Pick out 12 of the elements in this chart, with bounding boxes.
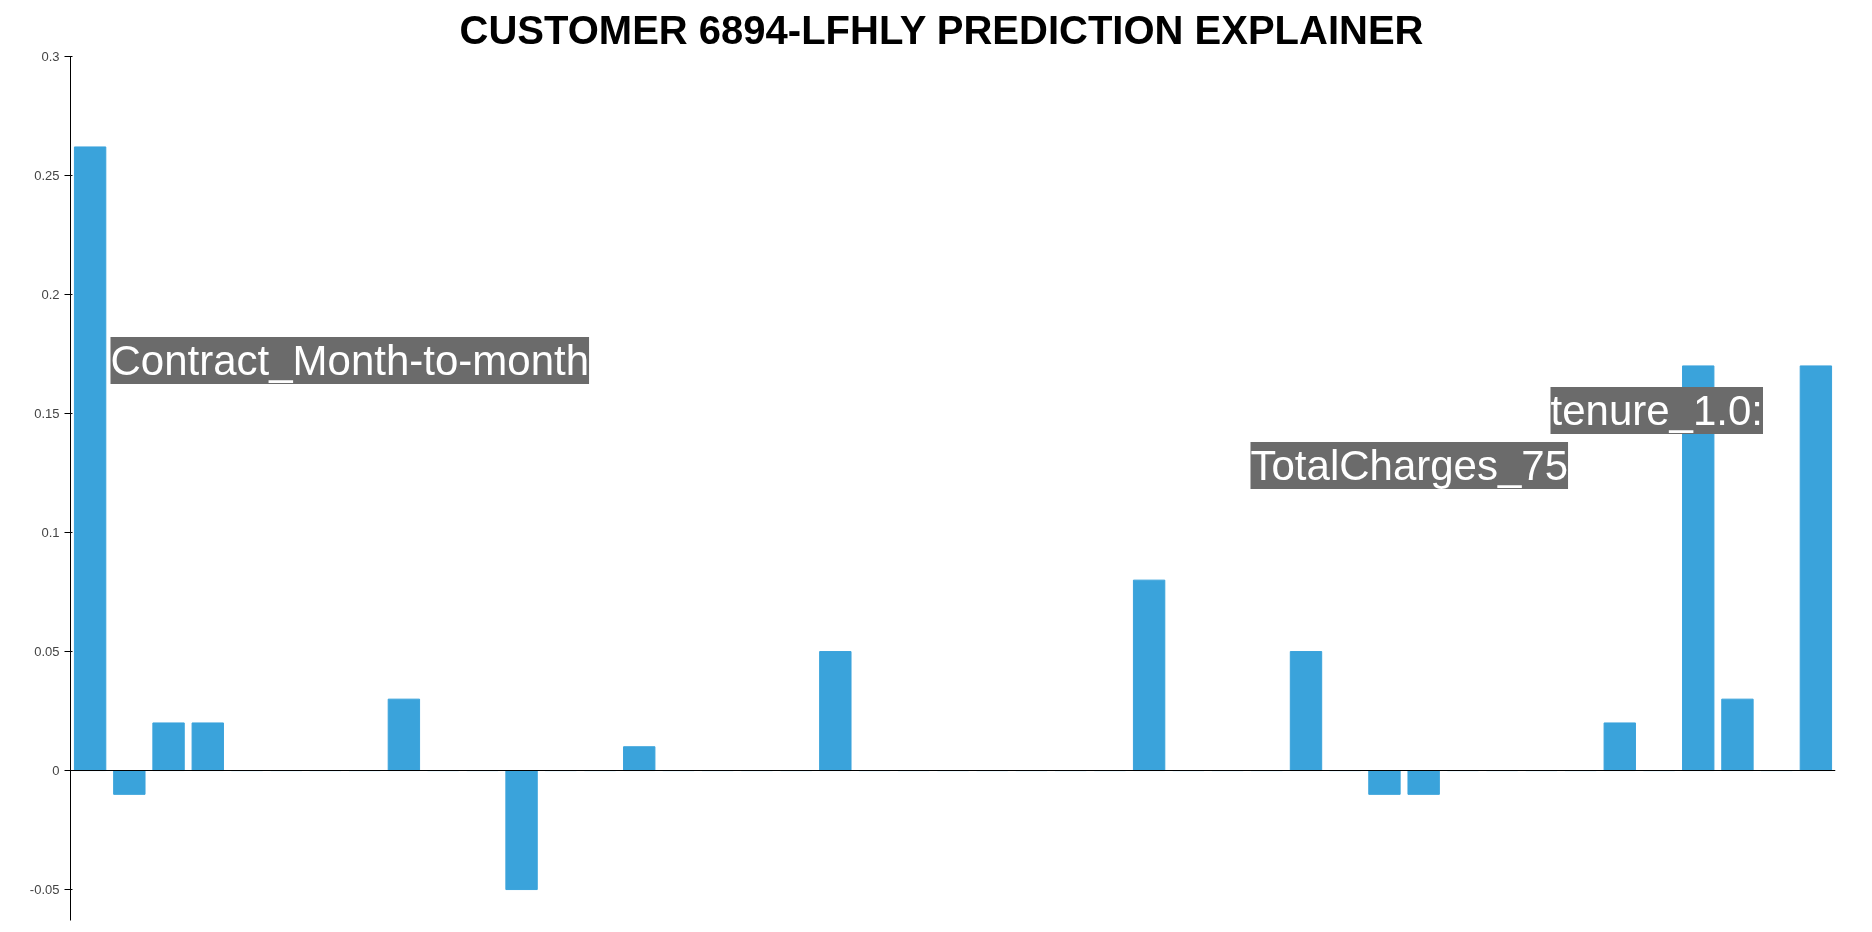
annotation: tenure_1.0:	[1550, 387, 1764, 434]
annotation: TotalCharges_75	[1250, 442, 1569, 489]
y-tick-label: 0.15	[34, 406, 60, 422]
y-tick-label: -0.05	[29, 882, 60, 898]
y-tick-label: 0.25	[34, 168, 60, 184]
y-tick-label: 0.1	[41, 525, 60, 541]
chart-title: CUSTOMER 6894-LFHLY PREDICTION EXPLAINER	[459, 7, 1424, 52]
annotation: Contract_Month-to-month	[110, 337, 590, 384]
y-tick-label: 0.2	[41, 287, 60, 303]
y-tick-label: 0	[52, 763, 60, 779]
y-tick-label: 0.3	[41, 49, 60, 64]
y-tick-label: 0.05	[34, 644, 60, 660]
